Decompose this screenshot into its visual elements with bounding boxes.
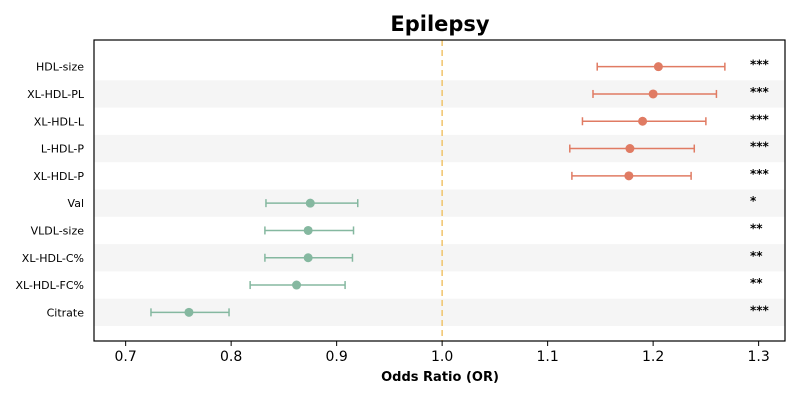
plot-frame — [93, 39, 786, 342]
significance-label: ** — [750, 276, 763, 290]
forest-row: VLDL-size ** — [31, 221, 764, 237]
row-stripe — [94, 189, 785, 217]
or-point — [625, 144, 635, 154]
x-tick-label: 1.3 — [747, 349, 769, 365]
or-point — [303, 253, 313, 263]
forest-row: XL-HDL-L *** — [34, 112, 770, 128]
x-tick-label: 0.9 — [326, 349, 348, 365]
x-tick-label: 0.7 — [115, 349, 137, 365]
y-tick-label: Val — [68, 197, 84, 210]
or-point — [303, 225, 313, 235]
or-point — [653, 62, 663, 72]
significance-label: *** — [750, 303, 770, 317]
x-tick-label: 0.8 — [220, 349, 242, 365]
significance-label: *** — [750, 140, 770, 154]
forest-row: L-HDL-P *** — [41, 140, 770, 156]
forest-row: XL-HDL-PL *** — [27, 85, 769, 101]
y-tick-label: L-HDL-P — [41, 143, 85, 156]
x-tick-label: 1.1 — [537, 349, 559, 365]
forest-row: XL-HDL-P *** — [33, 167, 769, 183]
or-point — [184, 307, 194, 317]
x-axis-label: Odds Ratio (OR) — [381, 370, 499, 385]
or-point — [305, 198, 315, 208]
x-tick-label: 1.2 — [642, 349, 664, 365]
y-tick-label: XL-HDL-C% — [22, 252, 84, 265]
or-point — [638, 116, 648, 126]
y-tick-label: XL-HDL-L — [34, 115, 85, 128]
significance-label: *** — [750, 167, 770, 181]
row-stripe — [94, 244, 785, 272]
forest-row: XL-HDL-C% ** — [22, 249, 763, 265]
significance-label: * — [750, 194, 757, 208]
significance-label: ** — [750, 249, 763, 263]
significance-label: *** — [750, 112, 770, 126]
data-rows: HDL-size ***XL-HDL-PL ***XL-HDL-L ***L-HDL-… — [15, 58, 769, 320]
y-tick-label: XL-HDL-PL — [27, 88, 85, 101]
y-tick-label: HDL-size — [36, 61, 84, 74]
y-tick-label: Citrate — [47, 306, 85, 319]
significance-label: *** — [750, 85, 770, 99]
or-point — [624, 171, 634, 181]
row-stripes — [94, 80, 785, 326]
forest-row: Citrate *** — [47, 303, 770, 319]
or-point — [648, 89, 658, 99]
forest-row: XL-HDL-FC% ** — [15, 276, 763, 292]
forest-row: HDL-size *** — [36, 58, 770, 74]
chart-title: Epilepsy — [390, 12, 490, 36]
x-axis: 0.7 0.8 0.9 1.0 1.1 1.2 1.3 — [115, 341, 770, 365]
y-tick-label: XL-HDL-FC% — [15, 279, 84, 292]
significance-label: ** — [750, 221, 763, 235]
forest-row: Val * — [68, 194, 757, 210]
x-tick-label: 1.0 — [431, 349, 453, 365]
significance-label: *** — [750, 58, 770, 72]
y-tick-label: XL-HDL-P — [33, 170, 84, 183]
or-point — [292, 280, 302, 290]
y-tick-label: VLDL-size — [31, 224, 85, 237]
